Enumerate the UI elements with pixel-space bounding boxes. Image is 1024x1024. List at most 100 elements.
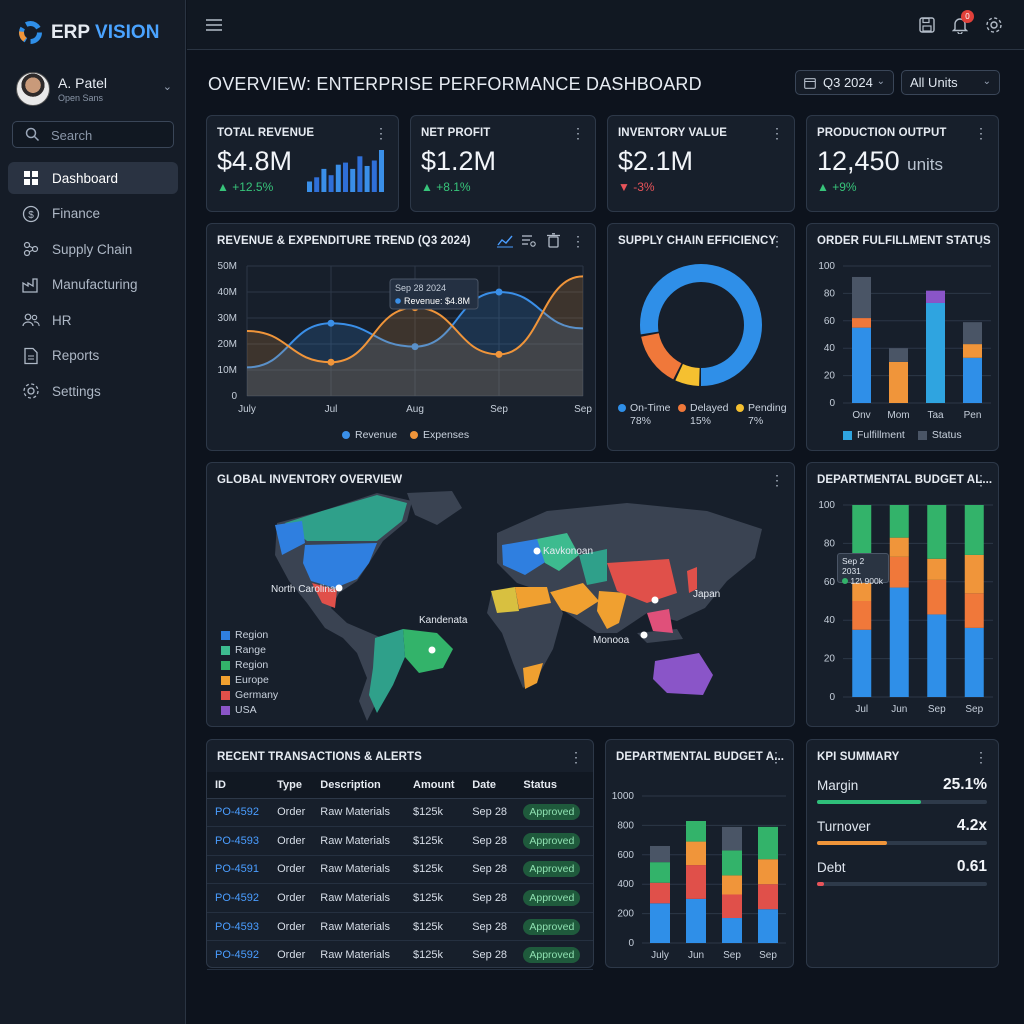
column-header[interactable]: Amount: [405, 772, 465, 799]
budget-stacked-bar-chart-2: 0 200 400 600 800 1000 July Jun Sep Sep: [612, 791, 786, 961]
period-select[interactable]: Q3 2024 ⌄: [795, 70, 894, 95]
map-region-south-america-west: [369, 629, 405, 713]
sparkline-bar: [314, 177, 320, 192]
more-options-icon[interactable]: ⋮: [974, 472, 988, 488]
trash-icon[interactable]: [547, 233, 560, 248]
y-tick-label: 20M: [218, 339, 237, 350]
card-title: ORDER FULFILLMENT STATUS: [817, 235, 991, 247]
filter-icon[interactable]: [521, 234, 537, 248]
column-header[interactable]: Date: [464, 772, 516, 799]
column-header[interactable]: Status: [515, 772, 593, 799]
grid-icon: [24, 171, 38, 185]
table-cell[interactable]: PO-4592: [207, 940, 270, 971]
bar-segment: [758, 884, 778, 910]
column-header[interactable]: ID: [207, 772, 270, 799]
chevron-down-icon: ⌄: [876, 76, 885, 87]
map-label: Monooa: [593, 635, 630, 646]
more-options-icon[interactable]: ⋮: [769, 749, 783, 765]
table-row[interactable]: PO-4593 Order Raw Materials $125k Sep 28 Appr…: [207, 826, 593, 856]
legend-row: On-Time: [618, 402, 670, 414]
data-point: [327, 319, 335, 327]
table-cell[interactable]: PO-4591: [207, 855, 270, 885]
column-header[interactable]: Type: [269, 772, 313, 799]
table-cell: Sep 28: [464, 798, 516, 828]
app-logo[interactable]: ERP VISION: [18, 20, 159, 45]
bar-segment: [889, 537, 909, 557]
table-cell: $125k: [405, 912, 465, 942]
more-options-icon[interactable]: ⋮: [974, 233, 988, 249]
x-tick-label: Jun: [688, 950, 704, 961]
bar-segment: [852, 629, 872, 697]
y-tick-label: 50M: [218, 261, 237, 272]
more-options-icon[interactable]: ⋮: [974, 749, 988, 765]
search-input[interactable]: Search: [12, 121, 174, 148]
sidebar-item-supply-chain[interactable]: Supply Chain: [8, 233, 178, 265]
settings-gear-icon[interactable]: [985, 16, 1003, 34]
search-icon: [25, 127, 40, 142]
table-cell[interactable]: PO-4592: [207, 883, 270, 913]
card-title: RECENT TRANSACTIONS & ALERTS: [217, 751, 422, 763]
map-region-australia: [653, 653, 713, 695]
table-cell[interactable]: PO-4593: [207, 912, 270, 942]
table-row[interactable]: PO-4592 Order Raw Materials $125k Sep 28 Appr…: [207, 883, 593, 913]
table-cell: Order: [269, 940, 313, 971]
table-cell: Sep 28: [464, 826, 516, 856]
sidebar-item-finance[interactable]: $ Finance: [8, 198, 178, 230]
bar-segment: [852, 505, 872, 569]
hamburger-menu-icon[interactable]: [206, 18, 222, 32]
sidebar-item-manufacturing[interactable]: Manufacturing: [8, 269, 178, 301]
sidebar-item-dashboard[interactable]: Dashboard: [8, 162, 178, 194]
table-row[interactable]: PO-4591 Order Raw Materials $125k Sep 28 Appr…: [207, 855, 593, 885]
user-menu[interactable]: A. Patel Open Sans ⌄: [16, 72, 176, 108]
bar-segment: [686, 820, 706, 842]
card-title: GLOBAL INVENTORY OVERVIEW: [217, 474, 403, 486]
bar-segment: [650, 845, 670, 863]
sparkline-bar: [343, 162, 348, 192]
sidebar-item-settings[interactable]: Settings: [8, 375, 178, 407]
more-options-icon[interactable]: ⋮: [374, 125, 388, 141]
bar-segment: [927, 614, 947, 697]
map-legend-item: Region: [221, 629, 278, 641]
bar-segment: [852, 327, 871, 403]
legend-label: Pending: [748, 402, 787, 414]
card-title: DEPARTMENTAL BUDGET A...: [616, 751, 785, 763]
more-options-icon[interactable]: ⋮: [569, 749, 583, 765]
table-row[interactable]: PO-4592 Order Raw Materials $125k Sep 28 Appr…: [207, 798, 593, 828]
kpi-card-total-revenue: TOTAL REVENUE ⋮ $4.8M ▲ +12.5%: [206, 115, 399, 212]
more-options-icon[interactable]: ⋮: [770, 125, 784, 141]
line-chart-icon[interactable]: [497, 234, 513, 248]
more-options-icon[interactable]: ⋮: [770, 472, 784, 488]
map-legend-item: Region: [221, 659, 278, 671]
sidebar-item-reports[interactable]: Reports: [8, 340, 178, 372]
units-select[interactable]: All Units ⌄: [901, 70, 1000, 95]
table-cell: Order: [269, 912, 313, 942]
column-header[interactable]: Description: [312, 772, 406, 799]
table-row[interactable]: PO-4592 Order Raw Materials $125k Sep 28 Appr…: [207, 940, 593, 971]
sidebar-item-hr[interactable]: HR: [8, 304, 178, 336]
sidebar: ERP VISION A. Patel Open Sans ⌄ Search D…: [0, 0, 186, 1024]
legend-value: 78%: [630, 415, 652, 427]
more-options-icon[interactable]: ⋮: [571, 125, 585, 141]
more-options-icon[interactable]: ⋮: [770, 233, 784, 249]
more-options-icon[interactable]: ⋮: [571, 233, 585, 249]
sparkline-bar: [328, 175, 334, 192]
bar-segment: [722, 875, 742, 895]
legend-row: Pending: [736, 402, 787, 414]
table-row[interactable]: PO-4593 Order Raw Materials $125k Sep 28 Appr…: [207, 912, 593, 942]
table-cell[interactable]: PO-4593: [207, 826, 270, 856]
table-cell: Order: [269, 883, 313, 913]
chevron-down-icon[interactable]: ⌄: [162, 81, 172, 93]
sparkline-bar: [364, 165, 370, 192]
kpi-summary-item-margin: Margin 25.1%: [817, 776, 987, 808]
table-cell: Raw Materials: [312, 855, 406, 885]
more-options-icon[interactable]: ⋮: [974, 125, 988, 141]
table-cell[interactable]: PO-4592: [207, 798, 270, 828]
y-tick-label: 800: [617, 820, 634, 831]
bar-segment: [758, 909, 778, 943]
table-cell: $125k: [405, 855, 465, 885]
table-cell: Sep 28: [464, 912, 516, 942]
save-icon[interactable]: [919, 17, 935, 33]
departmental-budget-card-2: DEPARTMENTAL BUDGET A... ⋮ 0 200 400 600 800…: [605, 739, 794, 968]
y-tick-label: 80: [824, 538, 836, 549]
card-title: KPI SUMMARY: [817, 751, 900, 763]
